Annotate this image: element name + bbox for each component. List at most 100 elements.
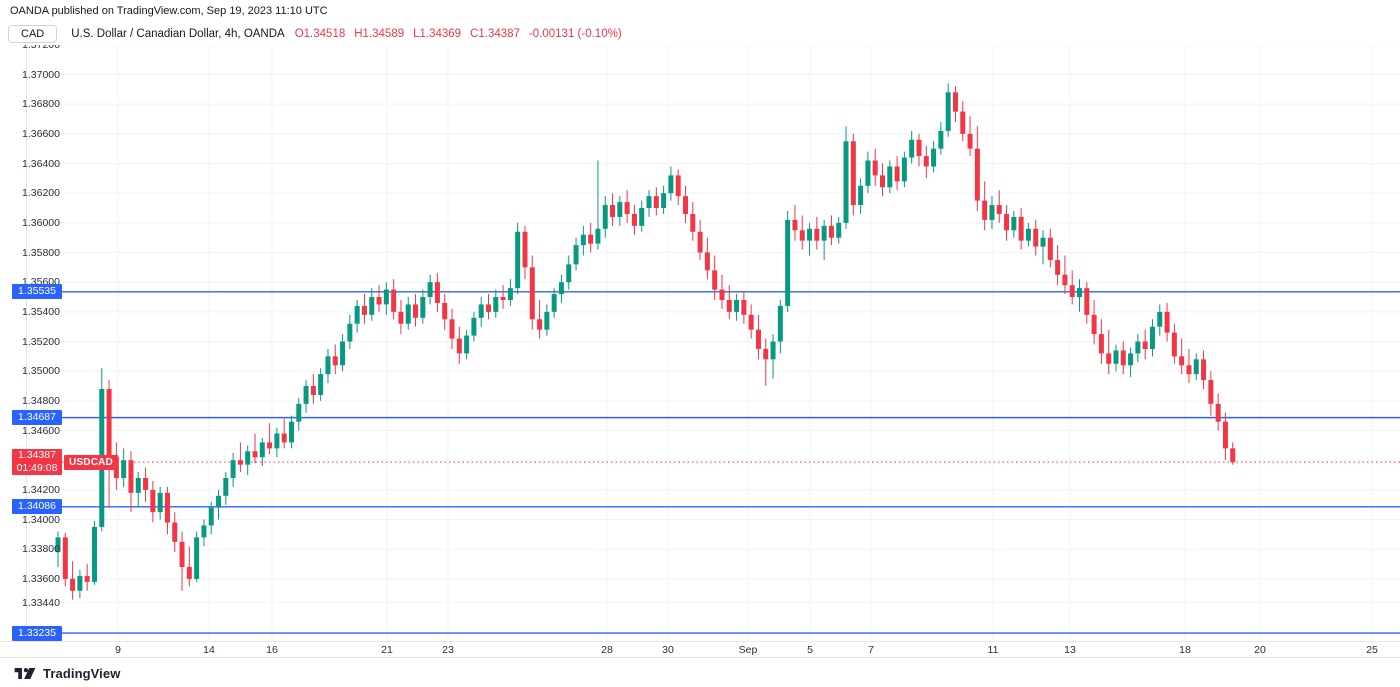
candle-body (361, 305, 367, 315)
candle-body (55, 537, 61, 553)
candle-body (974, 148, 980, 201)
candle-body (653, 196, 659, 209)
candle-body (726, 299, 732, 312)
tradingview-logo-icon[interactable] (14, 666, 36, 681)
candle-body (376, 297, 382, 305)
candle-body (858, 185, 864, 206)
candle-body (1018, 216, 1024, 241)
candle-body (836, 222, 842, 238)
candle-body (91, 526, 97, 582)
candle-body (602, 205, 608, 229)
candle-body (216, 495, 222, 508)
candle-body (748, 314, 754, 330)
candle-body (318, 374, 324, 395)
candle-body (1230, 448, 1236, 463)
candle-body (639, 208, 645, 226)
candle-body (383, 289, 389, 305)
ohlc-open: O1.34518 (294, 28, 346, 40)
time-axis-label: 14 (203, 644, 215, 656)
candle-body (814, 228, 820, 241)
symbol-price-tag: USDCAD (64, 454, 118, 470)
candle-body (267, 442, 273, 449)
candle-body (1047, 237, 1053, 260)
candle-body (595, 228, 601, 244)
candle-body (354, 305, 360, 324)
candle-body (1120, 350, 1126, 366)
candle-body (996, 205, 1002, 214)
time-axis[interactable]: 9 14 16 21 23 28 30 Sep 5 7 11 13 18 20 25 (0, 641, 1400, 658)
ohlc-low: L1.34369 (413, 28, 462, 40)
candle-body (456, 338, 462, 354)
candle-body (1215, 403, 1221, 422)
candle-body (1025, 228, 1031, 241)
tradingview-logo-text[interactable]: TradingView (43, 665, 121, 681)
candle-body (1149, 326, 1155, 349)
candle-body (573, 245, 579, 265)
candle-body (923, 156, 929, 167)
time-axis-label: Sep (738, 644, 758, 656)
candle-body (617, 202, 623, 217)
candle-body (121, 460, 127, 479)
candle-body (442, 302, 448, 320)
candle-body (478, 304, 484, 318)
candlestick-canvas[interactable] (26, 45, 1400, 641)
candle-body (770, 341, 776, 360)
candle-body (537, 319, 543, 330)
candle-body (544, 311, 550, 330)
candle-body (1055, 259, 1061, 275)
candle-body (157, 492, 163, 513)
candle-body (398, 311, 404, 324)
candle-body (610, 205, 616, 217)
candle-body (245, 451, 251, 465)
candle-body (624, 202, 630, 214)
candle-body (1142, 341, 1148, 349)
candle-body (916, 139, 922, 157)
candle-body (1033, 228, 1039, 247)
candle-body (62, 537, 68, 579)
candle-body (223, 478, 229, 496)
candle-body (493, 297, 499, 312)
candle-body (485, 304, 491, 312)
candle-body (982, 200, 988, 220)
currency-tab-cad[interactable]: CAD (8, 25, 58, 43)
bar-countdown: 01:49:08 (16, 461, 58, 474)
candle-body (259, 442, 265, 458)
ohlc-high: H1.34589 (354, 28, 405, 40)
level-price-label: 1.33235 (12, 625, 62, 641)
candle-body (799, 230, 805, 241)
candle-body (369, 297, 375, 315)
candle-body (70, 578, 76, 591)
candle-body (471, 317, 477, 336)
candle-body (427, 282, 433, 298)
current-price-value: 1.34387 (18, 448, 56, 461)
candle-body (945, 92, 951, 131)
candle-body (1040, 237, 1046, 247)
time-axis-label: 23 (442, 644, 454, 656)
candle-body (909, 139, 915, 158)
candle-body (631, 213, 637, 226)
time-axis-label: 30 (662, 644, 674, 656)
candle-body (734, 299, 740, 312)
candle-body (340, 341, 346, 366)
candle-body (164, 492, 170, 523)
candle-body (303, 386, 309, 404)
time-axis-label: 20 (1254, 644, 1266, 656)
candle-body (208, 507, 214, 526)
ohlc-change: -0.00131 (-0.10%) (528, 28, 622, 40)
candle-body (1077, 288, 1083, 298)
candle-body (325, 356, 331, 375)
candle-body (821, 225, 827, 241)
candle-body (84, 575, 90, 582)
candle-body (332, 356, 338, 366)
candle-body (785, 219, 791, 306)
candle-body (449, 319, 455, 339)
candle-body (843, 141, 849, 223)
candle-body (420, 297, 426, 318)
chart-pane[interactable]: 1.372001.370001.368001.366001.364001.362… (0, 45, 1400, 641)
candle-body (507, 288, 513, 300)
candle-body (1186, 365, 1192, 375)
time-axis-label: 5 (807, 644, 813, 656)
candle-body (413, 304, 419, 318)
level-price-label: 1.34086 (12, 499, 62, 515)
